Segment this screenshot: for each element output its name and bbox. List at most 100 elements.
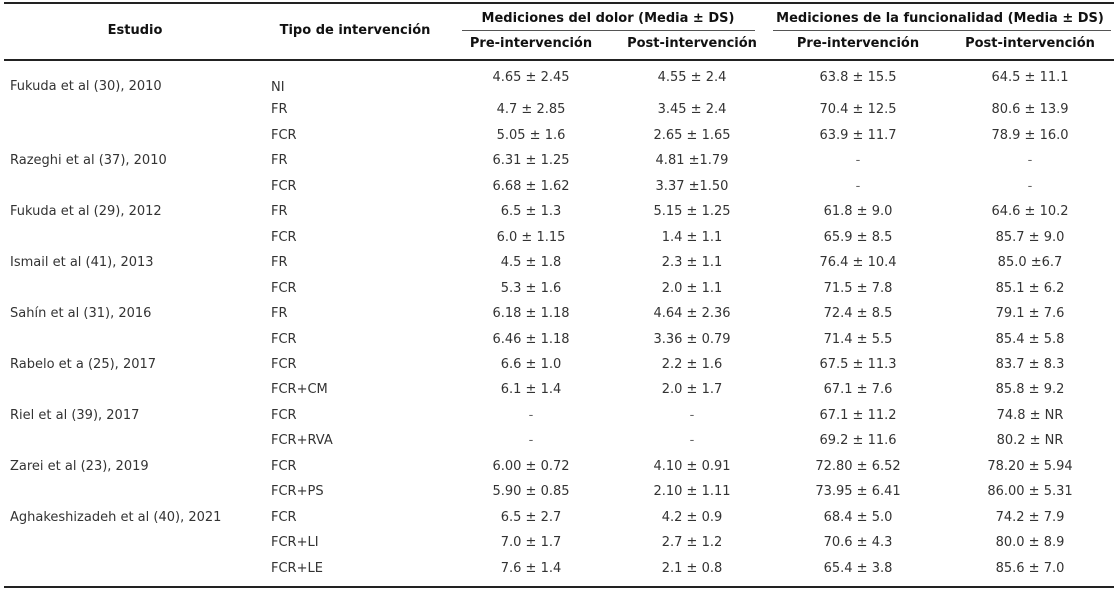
value-func-pre: - (855, 179, 861, 194)
value-func-post: 78.9 ± 16.0 (991, 128, 1069, 143)
intervention-type: FCR (271, 459, 297, 474)
header-estudio: Estudio (107, 23, 163, 38)
value-func-pre: 63.8 ± 15.5 (819, 70, 897, 85)
value-func-post: 74.2 ± 7.9 (995, 510, 1065, 525)
intervention-type: FCR (271, 179, 297, 194)
intervention-type: FCR+PS (271, 484, 324, 499)
value-func-pre: 68.4 ± 5.0 (823, 510, 893, 525)
study-name: Razeghi et al (37), 2010 (10, 153, 167, 168)
value-func-post: 85.7 ± 9.0 (995, 230, 1065, 245)
value-func-pre: 72.80 ± 6.52 (815, 459, 901, 474)
value-func-post: 78.20 ± 5.94 (987, 459, 1073, 474)
header-func-post: Post-intervención (965, 36, 1095, 51)
value-func-post: 85.1 ± 6.2 (995, 281, 1065, 296)
value-func-post: 80.0 ± 8.9 (995, 535, 1065, 550)
study-name: Aghakeshizadeh et al (40), 2021 (10, 510, 222, 525)
value-pain-post: - (689, 408, 695, 423)
value-pain-pre: 7.6 ± 1.4 (500, 561, 562, 576)
intervention-type: NI (271, 80, 285, 95)
intervention-type: FCR (271, 357, 297, 372)
value-pain-post: 1.4 ± 1.1 (661, 230, 723, 245)
header-tipo: Tipo de intervención (279, 23, 431, 38)
value-pain-pre: 6.0 ± 1.15 (496, 230, 566, 245)
value-pain-post: 3.45 ± 2.4 (657, 102, 727, 117)
table-bottom-rule (4, 586, 1114, 588)
value-func-post: 80.6 ± 13.9 (991, 102, 1069, 117)
value-pain-post: 2.10 ± 1.11 (653, 484, 731, 499)
value-pain-pre: 6.5 ± 1.3 (500, 204, 562, 219)
intervention-type: FCR (271, 281, 297, 296)
value-func-pre: 61.8 ± 9.0 (823, 204, 893, 219)
value-pain-post: 3.36 ± 0.79 (653, 332, 731, 347)
value-func-post: 80.2 ± NR (996, 433, 1064, 448)
value-func-pre: 71.5 ± 7.8 (823, 281, 893, 296)
value-func-post: 85.8 ± 9.2 (995, 382, 1065, 397)
value-func-post: 83.7 ± 8.3 (995, 357, 1065, 372)
table-top-rule (4, 2, 1114, 4)
value-pain-pre: 4.7 ± 2.85 (496, 102, 566, 117)
value-pain-pre: 5.05 ± 1.6 (496, 128, 566, 143)
value-pain-pre: 6.00 ± 0.72 (492, 459, 570, 474)
intervention-type: FCR+LE (271, 561, 323, 576)
header-dolor-underline (462, 30, 755, 31)
header-dolor-pre: Pre-intervención (469, 36, 593, 51)
value-pain-post: 5.15 ± 1.25 (653, 204, 731, 219)
value-pain-pre: - (528, 433, 534, 448)
value-func-post: 86.00 ± 5.31 (987, 484, 1073, 499)
value-func-pre: 69.2 ± 11.6 (819, 433, 897, 448)
value-func-pre: 67.1 ± 7.6 (823, 382, 893, 397)
value-pain-post: 2.7 ± 1.2 (661, 535, 723, 550)
study-name: Ismail et al (41), 2013 (10, 255, 154, 270)
value-func-post: - (1027, 179, 1033, 194)
value-pain-post: 2.65 ± 1.65 (653, 128, 731, 143)
header-func-underline (773, 30, 1111, 31)
value-pain-pre: 4.5 ± 1.8 (500, 255, 562, 270)
study-name: Zarei et al (23), 2019 (10, 459, 149, 474)
value-pain-pre: 6.6 ± 1.0 (500, 357, 562, 372)
value-pain-post: 4.81 ±1.79 (655, 153, 729, 168)
value-func-post: 85.6 ± 7.0 (995, 561, 1065, 576)
header-dolor: Mediciones del dolor (Media ± DS) (481, 11, 735, 26)
value-pain-pre: 4.65 ± 2.45 (492, 70, 570, 85)
value-pain-post: 2.0 ± 1.1 (661, 281, 723, 296)
value-func-pre: 76.4 ± 10.4 (819, 255, 897, 270)
value-pain-pre: 6.68 ± 1.62 (492, 179, 570, 194)
intervention-type: FCR (271, 510, 297, 525)
intervention-type: FR (271, 153, 288, 168)
value-pain-post: 4.64 ± 2.36 (653, 306, 731, 321)
value-pain-post: 4.2 ± 0.9 (661, 510, 723, 525)
value-pain-post: 2.2 ± 1.6 (661, 357, 723, 372)
value-func-pre: 63.9 ± 11.7 (819, 128, 897, 143)
header-funcionalidad: Mediciones de la funcionalidad (Media ± … (776, 11, 1104, 26)
value-pain-pre: 6.46 ± 1.18 (492, 332, 570, 347)
intervention-type: FCR+CM (271, 382, 328, 397)
study-name: Fukuda et al (30), 2010 (10, 79, 162, 94)
value-pain-pre: 5.90 ± 0.85 (492, 484, 570, 499)
value-pain-post: 2.1 ± 0.8 (661, 561, 723, 576)
value-pain-pre: 7.0 ± 1.7 (500, 535, 562, 550)
value-func-pre: 71.4 ± 5.5 (823, 332, 893, 347)
intervention-type: FCR+LI (271, 535, 319, 550)
value-func-post: 85.0 ±6.7 (997, 255, 1063, 270)
value-pain-pre: - (528, 408, 534, 423)
value-pain-pre: 6.18 ± 1.18 (492, 306, 570, 321)
value-func-pre: 65.4 ± 3.8 (823, 561, 893, 576)
intervention-type: FCR (271, 128, 297, 143)
value-func-pre: 73.95 ± 6.41 (815, 484, 901, 499)
value-pain-post: 2.3 ± 1.1 (661, 255, 723, 270)
intervention-type: FR (271, 255, 288, 270)
value-func-post: 74.8 ± NR (996, 408, 1064, 423)
value-pain-pre: 6.5 ± 2.7 (500, 510, 562, 525)
header-dolor-post: Post-intervención (627, 36, 757, 51)
value-func-pre: 67.5 ± 11.3 (819, 357, 897, 372)
header-func-pre: Pre-intervención (796, 36, 920, 51)
value-func-pre: 72.4 ± 8.5 (823, 306, 893, 321)
study-name: Riel et al (39), 2017 (10, 408, 140, 423)
intervention-type: FCR+RVA (271, 433, 333, 448)
value-func-post: 85.4 ± 5.8 (995, 332, 1065, 347)
value-pain-post: - (689, 433, 695, 448)
value-func-post: - (1027, 153, 1033, 168)
value-func-pre: 67.1 ± 11.2 (819, 408, 897, 423)
intervention-type: FCR (271, 408, 297, 423)
